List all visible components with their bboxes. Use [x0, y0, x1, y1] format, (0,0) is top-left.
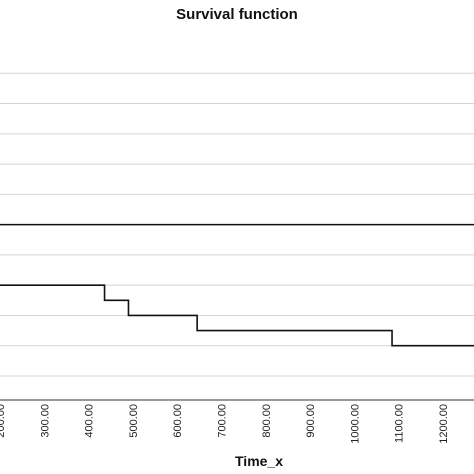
x-tick-label: 1000.00	[349, 404, 361, 444]
x-tick-label: 900.00	[305, 404, 317, 438]
x-tick-label: 1100.00	[394, 404, 406, 443]
x-tick-label: 500.00	[128, 404, 140, 438]
x-tick-label: 600.00	[172, 404, 184, 438]
survival-step-line-2	[0, 284, 474, 347]
series-layer	[0, 223, 474, 347]
x-tick-label: 200.00	[0, 404, 7, 438]
x-tick-label: 700.00	[216, 404, 228, 438]
x-tick-label: 1200.00	[438, 404, 450, 444]
x-axis-label: Time_x	[235, 453, 283, 469]
x-tick-label: 300.00	[39, 404, 51, 438]
x-tick-label: 400.00	[84, 404, 96, 438]
x-tick-label: 800.00	[261, 404, 273, 438]
chart-title: Survival function	[176, 6, 298, 23]
x-tick-labels: 200.00 300.00 400.00 500.00 600.00 700.00 800.…	[0, 404, 450, 444]
